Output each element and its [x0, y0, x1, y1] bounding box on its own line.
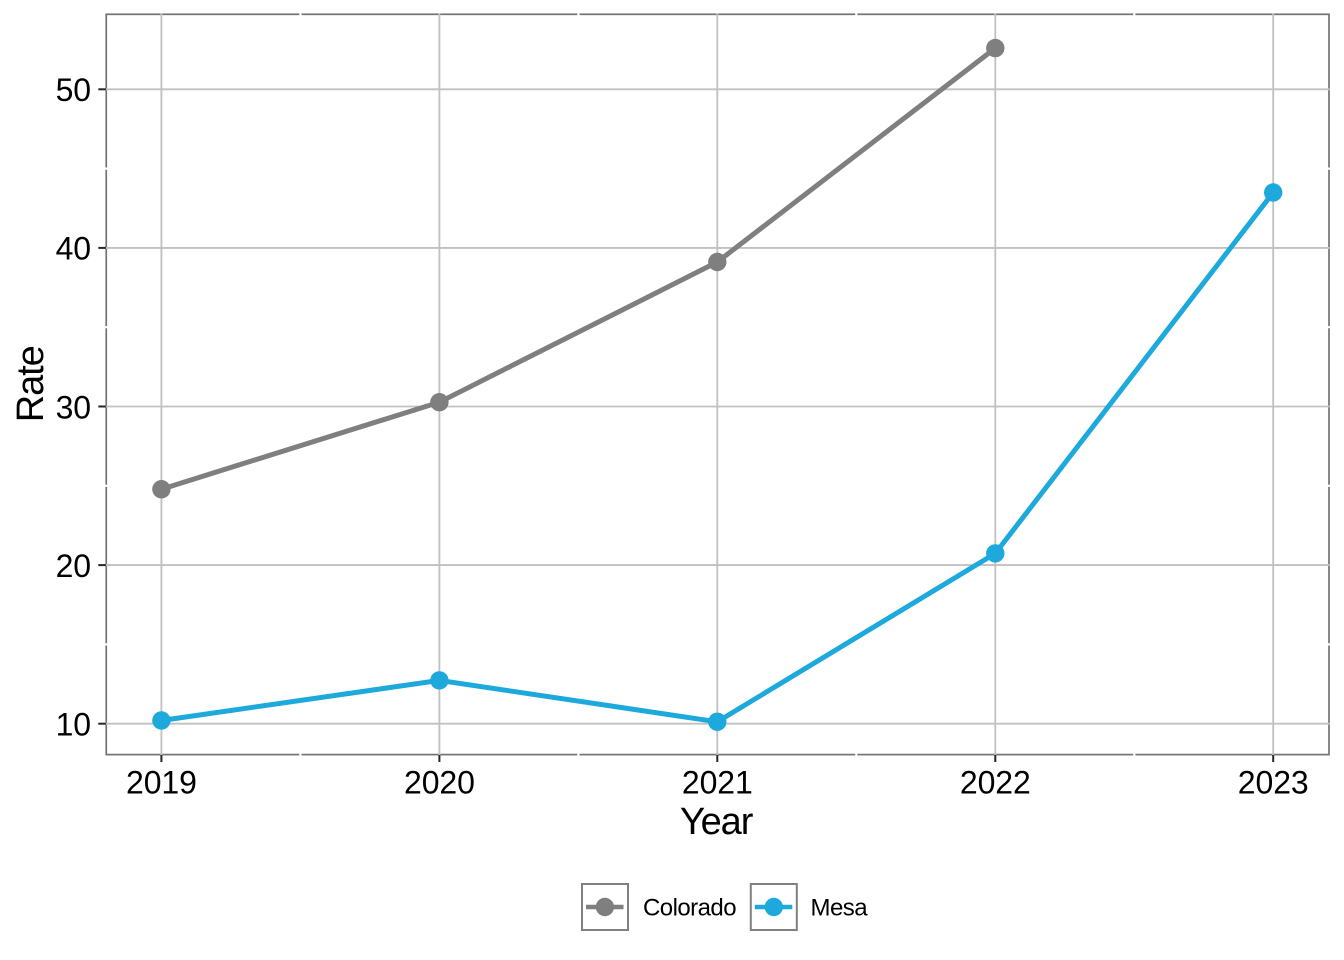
- svg-text:2020: 2020: [404, 765, 475, 801]
- svg-text:10: 10: [56, 707, 91, 743]
- svg-text:50: 50: [56, 72, 91, 108]
- svg-text:20: 20: [56, 548, 91, 584]
- svg-text:2023: 2023: [1238, 765, 1309, 801]
- svg-text:30: 30: [56, 389, 91, 425]
- svg-text:Year: Year: [680, 801, 754, 843]
- svg-text:40: 40: [56, 231, 91, 267]
- svg-text:2022: 2022: [960, 765, 1031, 801]
- svg-text:Rate: Rate: [10, 346, 52, 422]
- svg-text:2021: 2021: [682, 765, 753, 801]
- svg-text:Colorado: Colorado: [643, 895, 736, 922]
- svg-text:Mesa: Mesa: [811, 895, 869, 922]
- svg-text:2019: 2019: [126, 765, 197, 801]
